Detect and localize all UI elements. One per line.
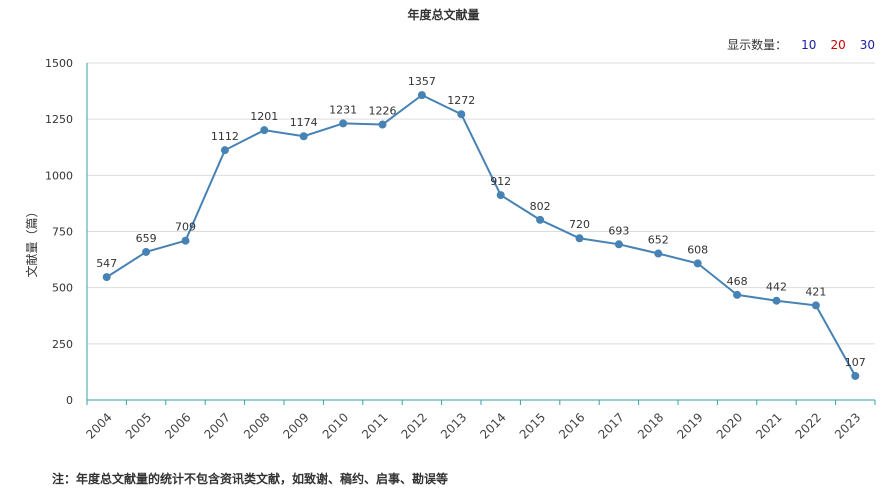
data-label: 1112	[211, 130, 239, 143]
data-point	[299, 132, 308, 141]
y-tick-label: 750	[52, 226, 73, 239]
x-tick-label: 2015	[517, 410, 548, 441]
x-tick-label: 2021	[753, 410, 784, 441]
y-tick-label: 1250	[45, 113, 73, 126]
x-tick-label: 2018	[635, 410, 666, 441]
x-tick-label: 2019	[674, 410, 705, 441]
data-label: 802	[530, 200, 551, 213]
data-label: 421	[805, 285, 826, 298]
y-tick-label: 1500	[45, 57, 73, 70]
x-tick-label: 2007	[202, 410, 233, 441]
y-tick-label: 1000	[45, 169, 73, 182]
data-point	[614, 240, 623, 249]
data-point	[339, 119, 348, 128]
x-tick-label: 2013	[438, 410, 469, 441]
x-tick-label: 2006	[162, 410, 193, 441]
data-label: 1272	[447, 94, 475, 107]
data-point	[142, 247, 151, 256]
x-tick-label: 2012	[399, 410, 430, 441]
data-label: 659	[136, 232, 157, 245]
count-option-10[interactable]: 10	[801, 37, 817, 52]
x-tick-label: 2010	[320, 410, 351, 441]
count-option-30[interactable]: 30	[859, 37, 875, 52]
data-point	[417, 91, 426, 100]
y-tick-label: 0	[66, 394, 73, 407]
data-label: 912	[490, 175, 511, 188]
data-point	[378, 120, 387, 129]
x-tick-label: 2011	[359, 410, 390, 441]
y-axis-title: 文献量（篇）	[24, 205, 39, 277]
x-tick-label: 2022	[793, 410, 824, 441]
data-point	[733, 290, 742, 299]
display-count-selector: 显示数量： 10 20 30	[727, 36, 875, 53]
x-tick-label: 2020	[714, 410, 745, 441]
data-label: 720	[569, 218, 590, 231]
data-label: 1201	[250, 110, 278, 123]
x-tick-label: 2004	[83, 410, 114, 441]
data-label: 1357	[408, 75, 436, 88]
data-point	[102, 273, 111, 282]
x-tick-label: 2023	[832, 410, 863, 441]
series-line	[106, 93, 857, 377]
x-tick-label: 2016	[556, 410, 587, 441]
data-label: 442	[766, 281, 787, 294]
chart-title: 年度总文献量	[407, 8, 480, 22]
data-point	[181, 236, 190, 245]
x-tick-label: 2017	[596, 410, 627, 441]
data-point	[260, 126, 269, 135]
data-point	[851, 371, 860, 380]
data-point	[536, 215, 545, 224]
data-point	[496, 191, 505, 200]
data-label: 468	[727, 275, 748, 288]
x-tick-label: 2014	[477, 410, 508, 441]
data-label: 107	[845, 356, 866, 369]
data-label: 693	[608, 224, 629, 237]
x-tick-label: 2008	[241, 410, 272, 441]
data-label: 547	[96, 257, 117, 270]
data-label: 1174	[290, 116, 318, 129]
data-label: 709	[175, 221, 196, 234]
data-label: 1226	[369, 105, 397, 118]
y-tick-label: 250	[52, 338, 73, 351]
data-point	[457, 110, 466, 119]
data-point	[575, 234, 584, 243]
data-point	[654, 249, 663, 258]
data-label: 1231	[329, 103, 357, 116]
data-label: 652	[648, 234, 669, 247]
data-point	[220, 146, 229, 155]
footnote: 注：年度总文献量的统计不包含资讯类文献，如致谢、稿约、启事、勘误等	[52, 472, 449, 486]
data-point	[811, 301, 820, 310]
y-tick-label: 500	[52, 282, 73, 295]
display-count-label: 显示数量：	[727, 38, 788, 52]
data-label: 608	[687, 243, 708, 256]
count-option-20[interactable]: 20	[830, 37, 846, 52]
data-point	[772, 296, 781, 305]
data-point	[693, 259, 702, 268]
x-tick-label: 2005	[123, 410, 154, 441]
x-tick-label: 2009	[280, 410, 311, 441]
